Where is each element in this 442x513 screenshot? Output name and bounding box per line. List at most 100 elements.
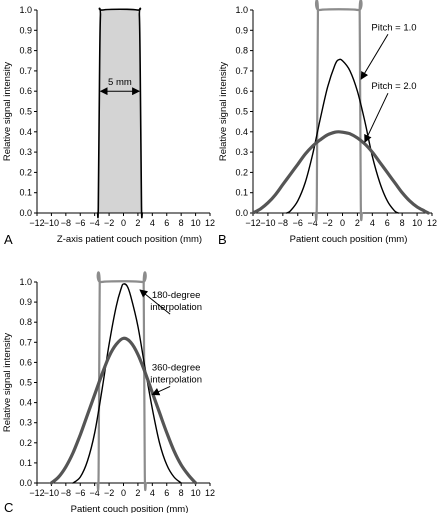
y-tick-label: 0.6 bbox=[19, 357, 32, 367]
width-annotation: 5 mm bbox=[108, 77, 132, 88]
y-tick-label: 0.4 bbox=[19, 398, 32, 408]
x-tick-label: 4 bbox=[370, 218, 375, 228]
series-line-2 bbox=[251, 130, 430, 215]
y-tick-label: 1.0 bbox=[235, 5, 248, 15]
y-axis-label: Relative signal intensity bbox=[2, 333, 13, 433]
y-tick-label: 0.1 bbox=[235, 188, 248, 198]
x-tick-label: 2 bbox=[135, 488, 140, 498]
y-tick-label: 0.5 bbox=[19, 378, 32, 388]
y-tick-label: 0.9 bbox=[235, 25, 248, 35]
series-line-0 bbox=[314, 0, 363, 222]
series-line-0 bbox=[96, 7, 143, 219]
x-axis-label: Z-axis patient couch position (mm) bbox=[57, 234, 202, 245]
x-tick-label: 10 bbox=[191, 218, 201, 228]
y-tick-label: 0.1 bbox=[19, 458, 32, 468]
annotation-label: Pitch = 1.0 bbox=[371, 22, 416, 33]
x-tick-label: −4 bbox=[90, 488, 100, 498]
x-tick-label: −8 bbox=[61, 488, 71, 498]
y-tick-label: 0.8 bbox=[19, 317, 32, 327]
x-axis-label: Patient couch position (mm) bbox=[290, 234, 408, 245]
y-tick-label: 0.9 bbox=[19, 25, 32, 35]
x-tick-label: −12 bbox=[29, 488, 44, 498]
annotation-label: 360-degree bbox=[152, 362, 201, 373]
y-tick-label: 0.4 bbox=[235, 127, 248, 137]
x-tick-label: 4 bbox=[150, 218, 155, 228]
x-tick-label: −4 bbox=[90, 218, 100, 228]
y-tick-label: 0.1 bbox=[19, 188, 32, 198]
x-tick-label: 6 bbox=[164, 488, 169, 498]
y-tick-label: 0.6 bbox=[19, 86, 32, 96]
x-tick-label: −2 bbox=[322, 218, 332, 228]
y-tick-label: 0.7 bbox=[19, 66, 32, 76]
chart-panel-c: 0.00.10.20.30.40.50.60.70.80.91.0−12 −10−… bbox=[2, 271, 215, 513]
x-tick-label: −4 bbox=[308, 218, 318, 228]
x-tick-label: −2 bbox=[104, 218, 114, 228]
x-tick-label: −10 bbox=[260, 218, 275, 228]
x-tick-label: 0 bbox=[340, 218, 345, 228]
y-tick-label: 0.0 bbox=[19, 478, 32, 488]
x-tick-label: −8 bbox=[61, 218, 71, 228]
y-tick-label: 0.6 bbox=[235, 86, 248, 96]
x-tick-label: 10 bbox=[412, 218, 422, 228]
x-tick-label: −12 bbox=[29, 218, 44, 228]
y-tick-label: 0.5 bbox=[19, 107, 32, 117]
annotation-arrow bbox=[364, 92, 389, 143]
panel-letter: A bbox=[4, 232, 13, 247]
y-tick-label: 0.5 bbox=[235, 107, 248, 117]
x-tick-label: 8 bbox=[400, 218, 405, 228]
panel-letter: B bbox=[218, 232, 227, 247]
annotation-arrow bbox=[360, 34, 389, 80]
x-tick-label: −6 bbox=[75, 218, 85, 228]
series-line-1 bbox=[72, 283, 182, 484]
x-tick-label: 10 bbox=[191, 488, 201, 498]
series-line-2 bbox=[49, 336, 198, 485]
x-tick-label: 0 bbox=[121, 488, 126, 498]
y-tick-label: 0.3 bbox=[19, 147, 32, 157]
x-tick-label: 8 bbox=[179, 218, 184, 228]
y-tick-label: 0.3 bbox=[19, 418, 32, 428]
x-tick-label: 2 bbox=[135, 218, 140, 228]
x-axis-label: Patient couch position (mm) bbox=[71, 504, 189, 513]
x-tick-label: −8 bbox=[278, 218, 288, 228]
y-axis-label: Relative signal intensity bbox=[218, 62, 229, 162]
x-tick-label: 12 bbox=[205, 218, 215, 228]
annotation-label: 180-degree bbox=[152, 290, 201, 301]
annotation-label-line2: interpolation bbox=[150, 302, 202, 313]
y-tick-label: 0.3 bbox=[235, 147, 248, 157]
y-axis-label: Relative signal intensity bbox=[2, 62, 13, 162]
series-line-1 bbox=[285, 58, 400, 214]
x-tick-label: 6 bbox=[385, 218, 390, 228]
chart-panel-b: 0.00.10.20.30.40.50.60.70.80.91.0−12 −10−… bbox=[218, 0, 437, 247]
panel-letter: C bbox=[4, 500, 13, 513]
x-tick-label: −10 bbox=[44, 218, 59, 228]
x-tick-label: −2 bbox=[104, 488, 114, 498]
y-tick-label: 1.0 bbox=[19, 5, 32, 15]
y-tick-label: 0.9 bbox=[19, 297, 32, 307]
x-tick-label: 6 bbox=[164, 218, 169, 228]
y-tick-label: 0.8 bbox=[235, 46, 248, 56]
x-tick-label: 4 bbox=[150, 488, 155, 498]
y-tick-label: 0.7 bbox=[19, 337, 32, 347]
x-tick-label: −6 bbox=[293, 218, 303, 228]
x-tick-label: −12 bbox=[245, 218, 260, 228]
y-tick-label: 0.4 bbox=[19, 127, 32, 137]
x-tick-label: −10 bbox=[44, 488, 59, 498]
y-tick-label: 0.2 bbox=[19, 167, 32, 177]
annotation-label-line2: interpolation bbox=[150, 374, 202, 385]
area-fill bbox=[97, 10, 143, 213]
y-tick-label: 0.7 bbox=[235, 66, 248, 76]
y-tick-label: 0.2 bbox=[235, 167, 248, 177]
annotation-label: Pitch = 2.0 bbox=[371, 81, 416, 92]
x-tick-label: 0 bbox=[121, 218, 126, 228]
series-line-0 bbox=[96, 271, 147, 492]
x-tick-label: 8 bbox=[179, 488, 184, 498]
annotation-arrow bbox=[139, 289, 171, 315]
y-tick-label: 0.8 bbox=[19, 46, 32, 56]
x-tick-label: −6 bbox=[75, 488, 85, 498]
x-tick-label: 12 bbox=[427, 218, 437, 228]
y-tick-label: 1.0 bbox=[19, 277, 32, 287]
y-tick-label: 0.0 bbox=[235, 208, 248, 218]
annotation-arrow bbox=[151, 385, 171, 396]
y-tick-label: 0.0 bbox=[19, 208, 32, 218]
